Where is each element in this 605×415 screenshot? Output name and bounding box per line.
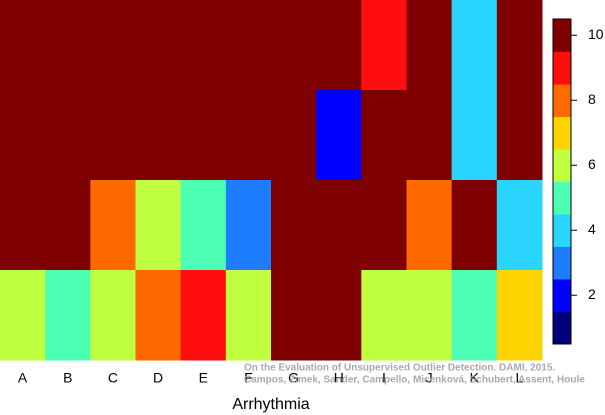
heatmap-cell bbox=[0, 270, 46, 361]
x-tick-label: D bbox=[153, 370, 163, 386]
heatmap-cell bbox=[135, 180, 182, 271]
heatmap-cell bbox=[0, 0, 46, 91]
colorbar-band bbox=[553, 116, 571, 150]
heatmap-cell bbox=[361, 90, 407, 181]
x-tick-label: I bbox=[382, 370, 386, 386]
heatmap-cell bbox=[496, 90, 543, 181]
colorbar-band bbox=[553, 84, 571, 117]
x-tick-label: B bbox=[63, 370, 72, 386]
heatmap-cell bbox=[90, 90, 136, 181]
x-tick-label: L bbox=[516, 370, 524, 386]
heatmap-cell bbox=[180, 270, 227, 361]
heatmap-cell bbox=[135, 270, 182, 361]
heatmap-cell bbox=[225, 270, 272, 361]
colorbar-band bbox=[553, 51, 571, 85]
heatmap-cell bbox=[90, 180, 136, 271]
colorbar-tick-label: 6 bbox=[588, 156, 596, 172]
heatmap-cell bbox=[271, 0, 317, 91]
x-tick-label: C bbox=[108, 370, 118, 386]
heatmap-cell bbox=[496, 0, 543, 91]
heatmap-cell bbox=[451, 180, 498, 271]
heatmap-cell bbox=[361, 180, 407, 271]
annotation: Campos, Zimek, Sander, Campello, Micenko… bbox=[244, 375, 585, 386]
x-tick-label: F bbox=[244, 370, 253, 386]
heatmap-cell bbox=[225, 180, 272, 271]
colorbar-band bbox=[553, 181, 571, 215]
annotation: On the Evaluation of Unsupervised Outlie… bbox=[244, 363, 555, 374]
heatmap-cell bbox=[271, 90, 317, 181]
heatmap-cell bbox=[316, 90, 362, 181]
colorbar-band bbox=[553, 311, 571, 345]
heatmap-cell bbox=[45, 270, 91, 361]
heatmap-cell bbox=[225, 90, 272, 181]
heatmap-cell bbox=[496, 270, 543, 361]
heatmap-cell bbox=[180, 90, 227, 181]
colorbar-band bbox=[553, 246, 571, 280]
x-tick-label: G bbox=[288, 370, 299, 386]
colorbar-band bbox=[553, 279, 571, 312]
heatmap-cell bbox=[0, 90, 46, 181]
heatmap-cell bbox=[180, 0, 227, 91]
heatmap-cell bbox=[45, 90, 91, 181]
heatmap-cell bbox=[406, 270, 453, 361]
heatmap-cell bbox=[90, 270, 136, 361]
colorbar-tick-label: 8 bbox=[588, 91, 596, 107]
colorbar-tick-label: 4 bbox=[588, 221, 596, 237]
heatmap-cell bbox=[361, 270, 407, 361]
colorbar-tick-label: 2 bbox=[588, 286, 596, 302]
x-axis-label: Arrhythmia bbox=[232, 396, 309, 413]
colorbar-band bbox=[553, 149, 571, 182]
heatmap-cell bbox=[316, 180, 362, 271]
x-tick-label: E bbox=[199, 370, 208, 386]
heatmap-cell bbox=[225, 0, 272, 91]
x-tick-label: H bbox=[334, 370, 344, 386]
heatmap-cell bbox=[271, 270, 317, 361]
colorbar-band bbox=[553, 214, 571, 247]
heatmap-cell bbox=[45, 0, 91, 91]
heatmap-cell bbox=[361, 0, 407, 91]
heatmap-cell bbox=[135, 0, 182, 91]
heatmap-cell bbox=[451, 0, 498, 91]
heatmap-cell bbox=[135, 90, 182, 181]
heatmap-cell bbox=[406, 0, 453, 91]
heatmap-cell bbox=[406, 90, 453, 181]
heatmap-cell bbox=[271, 180, 317, 271]
colorbar-band bbox=[553, 19, 571, 52]
heatmap-cell bbox=[90, 0, 136, 91]
heatmap-cell bbox=[45, 180, 91, 271]
heatmap-cell bbox=[0, 180, 46, 271]
x-tick-label: A bbox=[18, 370, 28, 386]
heatmap-cell bbox=[451, 90, 498, 181]
heatmap-cell bbox=[316, 0, 362, 91]
colorbar-frame bbox=[552, 18, 572, 345]
colorbar-tick-label: 10 bbox=[588, 26, 604, 42]
x-tick-label: J bbox=[426, 370, 433, 386]
heatmap-cell bbox=[451, 270, 498, 361]
heatmap-cell bbox=[316, 270, 362, 361]
heatmap-cell bbox=[406, 180, 453, 271]
x-tick-label: K bbox=[470, 370, 480, 386]
heatmap-cell bbox=[496, 180, 543, 271]
heatmap-cell bbox=[180, 180, 227, 271]
